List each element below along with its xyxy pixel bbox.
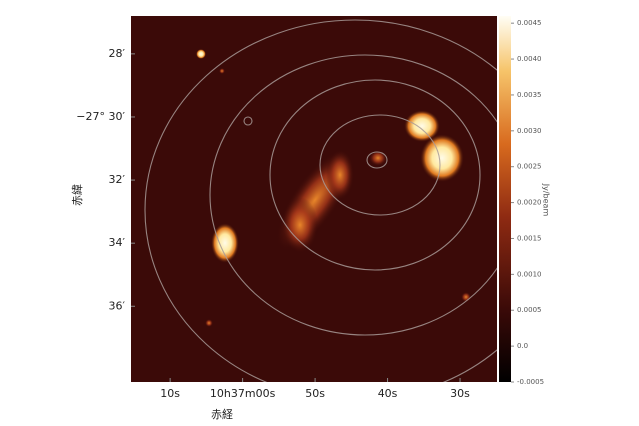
y-axis-label: 赤緯	[70, 184, 84, 206]
y-tick-label: −27° 30′	[76, 110, 125, 123]
colorbar-tick-label: 0.0035	[517, 91, 542, 99]
colorbar-tick-label: 0.0005	[517, 306, 542, 314]
colorbar-tick-label: 0.0010	[517, 270, 542, 278]
y-tick-label: 36′	[109, 299, 126, 312]
colorbar	[499, 16, 511, 382]
x-tick-label: 10h37m00s	[210, 387, 276, 400]
y-tick-label: 34′	[109, 236, 126, 249]
x-tick-label: 30s	[450, 387, 470, 400]
x-tick-label: 50s	[305, 387, 325, 400]
colorbar-label: Jy/beam	[542, 183, 551, 217]
colorbar-tick-label: 0.0	[517, 342, 528, 350]
colorbar-tick-label: 0.0015	[517, 234, 542, 242]
image	[131, 16, 497, 382]
colorbar-tick-label: 0.0040	[517, 55, 542, 63]
x-axis-label: 赤経	[211, 408, 233, 421]
colorbar-tick-label: 0.0020	[517, 199, 542, 207]
colorbar-tick-label: 0.0030	[517, 127, 542, 135]
colorbar-tick-label: 0.0045	[517, 19, 542, 27]
x-tick-label: 10s	[160, 387, 180, 400]
colorbar-tick-label: -0.0005	[517, 378, 544, 386]
y-tick-label: 28′	[109, 47, 126, 60]
y-tick-label: 32′	[109, 173, 126, 186]
colorbar-tick-label: 0.0025	[517, 163, 542, 171]
x-tick-label: 40s	[378, 387, 398, 400]
